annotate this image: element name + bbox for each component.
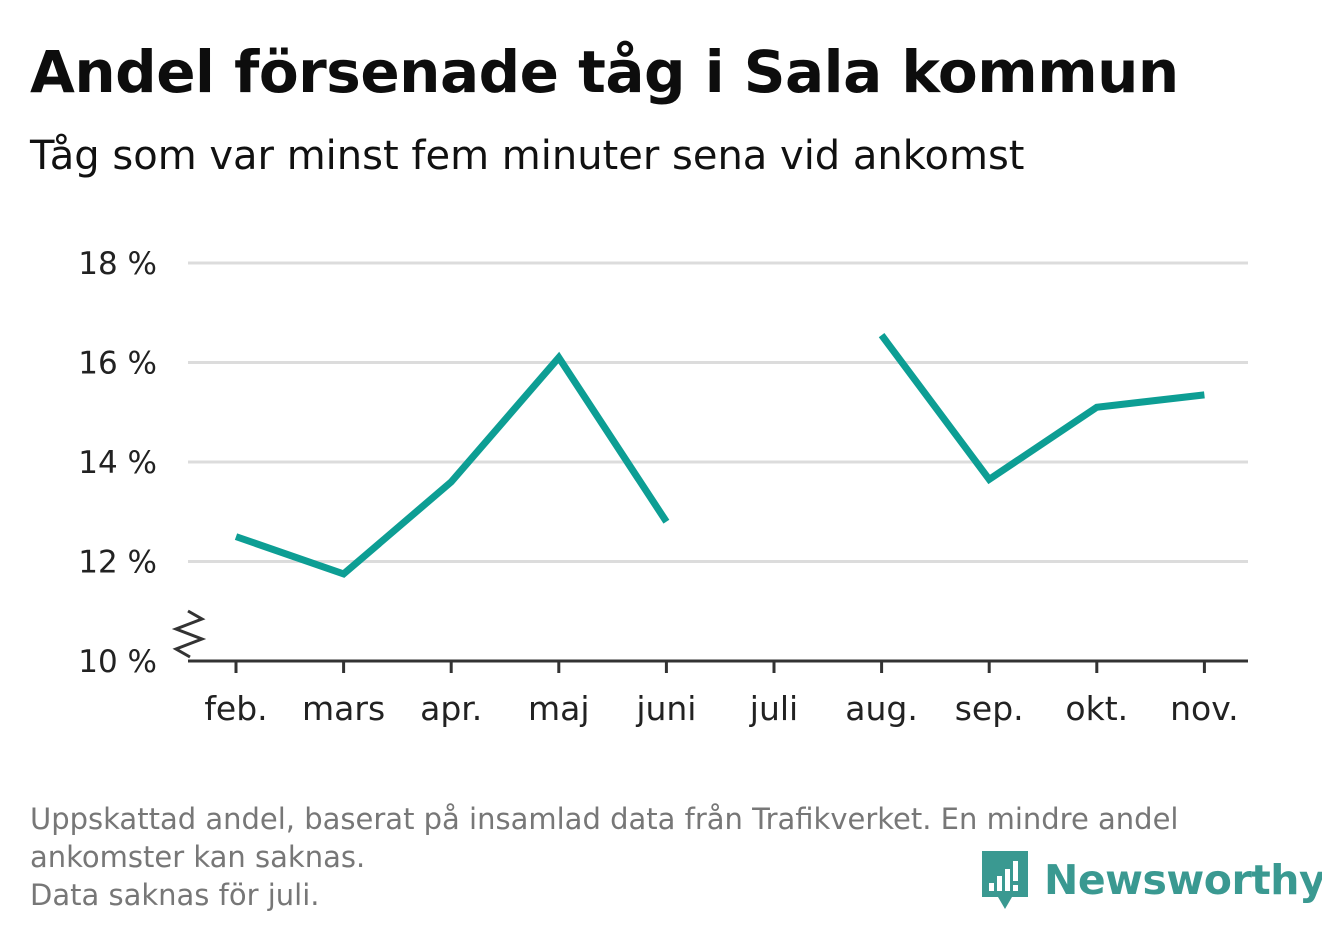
x-tick-label: okt. [1065,689,1128,728]
x-tick-label: sep. [955,689,1024,728]
x-tick-label: aug. [845,689,918,728]
x-tick-label: juni [635,689,696,728]
footnote-line-2: ankomster kan saknas. [30,840,366,874]
brand-logo: Newsworthy [980,848,1322,912]
x-tick-label: maj [528,689,590,728]
chart-title: Andel försenade tåg i Sala kommun [30,38,1179,106]
series-line-segment-1 [234,351,670,578]
y-tick-label: 16 % [78,346,157,382]
series-line-segment-2 [878,333,1205,485]
footnote-line-1: Uppskattad andel, baserat på insamlad da… [30,802,1179,836]
footnote: Uppskattad andel, baserat på insamlad da… [30,800,1290,914]
y-tick-label: 18 % [78,246,157,282]
x-tick-label: mars [302,689,385,728]
x-tick-label: nov. [1170,689,1239,728]
y-tick-label: 14 % [78,445,157,481]
x-tick-label: feb. [204,689,267,728]
y-tick-label: 12 % [78,545,157,581]
x-tick-label: juli [749,689,798,728]
chart-subtitle: Tåg som var minst fem minuter sena vid a… [30,133,1025,179]
brand-name: Newsworthy [1044,856,1322,904]
footnote-line-3: Data saknas för juli. [30,878,320,912]
newsworthy-logo-icon [982,851,1028,909]
y-tick-label: 10 % [78,644,157,680]
axis-break-mark [171,609,207,659]
x-tick-label: apr. [420,689,482,728]
